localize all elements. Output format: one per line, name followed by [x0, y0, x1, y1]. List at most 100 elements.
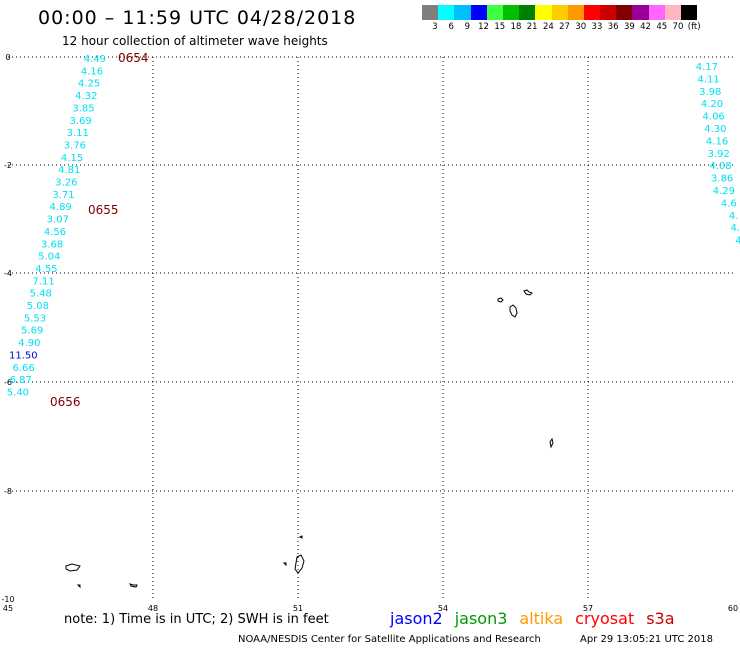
colorbar-swatch — [616, 5, 633, 20]
swh-value-label: 4.25 — [78, 79, 100, 90]
credit-line: NOAA/NESDIS Center for Satellite Applica… — [238, 634, 541, 645]
map-grid — [8, 56, 733, 599]
swh-value-label: 3.11 — [67, 128, 89, 139]
satellite-legend-item: s3a — [646, 609, 675, 628]
map-subtitle: 12 hour collection of altimeter wave hei… — [62, 34, 328, 48]
colorbar-swatch — [470, 5, 487, 20]
satellite-legend-item: jason3 — [454, 609, 508, 628]
footer-note: note: 1) Time is in UTC; 2) SWH is in fe… — [64, 612, 329, 627]
island-outline — [509, 304, 518, 318]
colorbar-swatch — [438, 5, 455, 20]
colorbar-swatch — [422, 5, 439, 20]
island-outline — [549, 437, 554, 449]
colorbar-swatch — [681, 5, 698, 20]
colorbar-swatch — [502, 5, 520, 20]
island-outlines — [65, 289, 554, 589]
colorbar-swatch — [454, 5, 471, 20]
longitude-tick-label: 51 — [293, 604, 303, 613]
swh-value-label: 11.50 — [9, 350, 38, 361]
swh-value-label: 4.30 — [704, 124, 726, 135]
swh-value-label: 4.20 — [701, 99, 723, 110]
swh-value-label: 6.87 — [10, 375, 32, 386]
swh-value-label: 3.98 — [699, 87, 721, 98]
satellite-track-left: 4.494.16 4.254.323.85 3.693.113.76 4.154.81… — [7, 54, 106, 398]
colorbar-swatch — [583, 5, 601, 20]
colorbar-label: 70 — [672, 22, 684, 32]
swh-value-label: 3.85 — [72, 103, 94, 114]
latitude-tick-label: 0 — [5, 53, 10, 62]
longitude-tick-label: 48 — [148, 604, 158, 613]
swh-value-label: 5.53 — [24, 313, 46, 324]
swh-value-label: 3.07 — [47, 215, 69, 226]
longitude-tick-label: 45 — [3, 604, 13, 613]
map-title: 00:00 – 11:59 UTC 04/28/2018 — [38, 7, 357, 29]
swh-value-label: 4.15 — [61, 153, 83, 164]
island-outline — [298, 535, 303, 539]
colorbar-label: 6 — [448, 22, 454, 32]
colorbar-swatch — [600, 5, 617, 20]
colorbar-label: (ft) — [687, 22, 701, 32]
swh-value-label: 3.92 — [708, 149, 730, 160]
latitude-tick-label: -2 — [4, 161, 12, 170]
latitude-tick-label: -6 — [4, 378, 12, 387]
swh-value-label: 5.69 — [21, 326, 43, 337]
swh-value-label: 3.71 — [52, 190, 74, 201]
longitude-tick-label: 57 — [583, 604, 593, 613]
colorbar-label: 9 — [464, 22, 471, 32]
swh-value-label: 5.08 — [27, 301, 49, 312]
colorbar-label: 39 — [623, 22, 635, 32]
satellite-legend-item: cryosat — [575, 609, 635, 628]
longitude-tick-label: 60 — [728, 604, 738, 613]
swh-value-label: 4.90 — [18, 338, 40, 349]
colorbar-label: 42 — [640, 22, 651, 32]
colorbar-label: 15 — [494, 22, 506, 32]
colorbar-swatch — [632, 5, 649, 20]
swh-value-label: 4.16 — [706, 136, 728, 147]
colorbar-swatch — [664, 5, 681, 20]
swh-value-label: 4.49 — [84, 54, 106, 65]
colorbar-swatch — [486, 5, 503, 20]
swh-value-label: 5.48 — [30, 289, 52, 300]
latitude-tick-labels: 0 -2 -4 -6 -8 -10 — [1, 53, 14, 604]
island-outline — [76, 584, 81, 589]
latitude-tick-label: -8 — [4, 487, 12, 496]
swh-value-label: 4.16 — [81, 66, 103, 77]
colorbar-label: 24 — [542, 22, 554, 32]
swh-value-label: 4.08 — [709, 161, 731, 172]
island-outline — [282, 562, 287, 567]
satellite-legend-item: jason2 — [390, 609, 443, 628]
colorbar-label: 3 — [432, 22, 438, 32]
swh-value-label: 3.68 — [41, 239, 63, 250]
swh-value-label: 4.11 — [697, 74, 719, 85]
latitude-tick-label: -10 — [1, 595, 14, 604]
swh-value-label: 6.66 — [12, 363, 34, 374]
swh-value-label: 5.40 — [7, 387, 29, 398]
swh-value-label: 4.81 — [58, 165, 80, 176]
longitude-tick-label: 54 — [438, 604, 448, 613]
colorbar-label: 33 — [591, 22, 603, 32]
pass-time-labels: 0654 0655 0656 — [50, 51, 149, 409]
swh-value-label: 3.69 — [69, 116, 91, 127]
island-outline — [294, 554, 305, 574]
colorbar-label: 30 — [575, 22, 587, 32]
swh-value-label: 4.29 — [713, 186, 735, 197]
colorbar-label: 12 — [478, 22, 489, 32]
latitude-tick-label: -4 — [4, 269, 12, 278]
colorbar-swatch — [567, 5, 584, 20]
satellite-legend-item: altika — [519, 609, 564, 628]
colorbar-swatch — [519, 5, 536, 20]
colorbar-label: 27 — [559, 22, 570, 32]
colorbar-label: 21 — [526, 22, 538, 32]
swh-value-label: 4.06 — [703, 112, 725, 123]
swh-value-label: 4. — [731, 223, 740, 234]
pass-time-label: 0654 — [118, 51, 149, 65]
colorbar-swatch — [535, 5, 552, 20]
swh-value-label: 3.26 — [55, 178, 77, 189]
island-outline — [129, 583, 138, 588]
swh-value-label: 4.17 — [696, 62, 718, 73]
swh-value-label: 4.56 — [44, 227, 66, 238]
swh-value-label: 4 — [735, 236, 740, 247]
island-outline — [523, 289, 533, 296]
pass-time-label: 0656 — [50, 395, 81, 409]
